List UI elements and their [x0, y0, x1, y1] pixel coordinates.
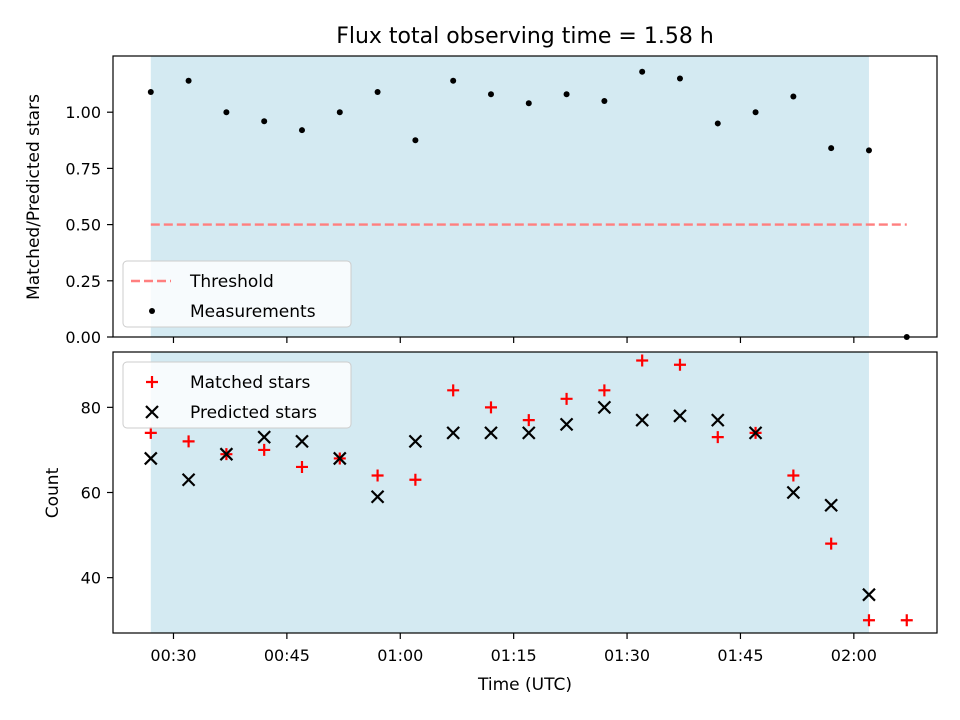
- measurement-point: [639, 68, 646, 75]
- plot-frame: [112, 351, 938, 634]
- legend-box: [122, 361, 352, 429]
- measurement-point: [714, 120, 721, 127]
- predicted-stars-point: [181, 472, 196, 487]
- y-tick-label: 80: [81, 398, 101, 417]
- plot-frame: [112, 55, 938, 338]
- measurement-point: [865, 147, 872, 154]
- x-tick-label: 00:45: [264, 646, 310, 665]
- measurement-point: [563, 91, 570, 98]
- measurement-point: [790, 93, 797, 100]
- predicted-stars-point: [748, 426, 763, 440]
- matched-stars-point: [522, 414, 535, 427]
- measurement-point: [223, 109, 230, 116]
- matched-stars-point: [371, 469, 384, 482]
- measurement-point: [147, 88, 154, 95]
- bottom-y-axis-label: Count: [43, 467, 63, 518]
- y-tick-label: 60: [81, 484, 101, 503]
- measurement-point: [298, 127, 305, 134]
- predicted-stars-point: [257, 430, 271, 444]
- y-tick-label: 40: [81, 569, 101, 588]
- measurement-point: [374, 88, 381, 95]
- predicted-stars-point: [333, 451, 347, 466]
- matched-stars-point: [258, 443, 271, 456]
- x-tick-label: 01:30: [604, 646, 650, 665]
- y-tick-label: 0.25: [65, 272, 101, 291]
- predicted-stars-point: [824, 498, 838, 513]
- matched-stars-point: [711, 431, 724, 444]
- predicted-stars-point: [673, 409, 687, 423]
- matched-stars-point: [560, 392, 573, 405]
- matched-stars-point: [484, 401, 497, 414]
- matched-stars-point: [862, 614, 875, 627]
- predicted-stars-point: [862, 587, 876, 602]
- measurement-point: [676, 75, 683, 82]
- legend-label: Predicted stars: [190, 403, 317, 423]
- measurement-point: [601, 97, 608, 104]
- matched-stars-point: [636, 354, 649, 367]
- legend-measurement-swatch: [149, 308, 155, 314]
- x-tick-label: 01:45: [717, 646, 763, 665]
- x-tick-label: 01:15: [491, 646, 537, 665]
- predicted-stars-point: [484, 426, 498, 440]
- predicted-stars-point: [446, 426, 460, 440]
- matched-stars-point: [144, 426, 157, 439]
- legend-label: Threshold: [189, 272, 274, 292]
- y-tick-label: 0.00: [65, 328, 101, 347]
- y-tick-label: 1.00: [65, 103, 101, 122]
- legend-label: Measurements: [190, 302, 316, 322]
- predicted-stars-point: [597, 400, 612, 415]
- predicted-stars-point: [522, 426, 536, 440]
- y-tick-label: 0.50: [65, 216, 101, 235]
- x-tick-label: 00:30: [150, 646, 196, 665]
- x-tick-label: 02:00: [831, 646, 877, 665]
- matched-stars-point: [447, 384, 460, 397]
- matched-stars-point: [673, 358, 686, 371]
- measurement-point: [412, 137, 419, 144]
- x-axis-label: Time (UTC): [477, 675, 572, 695]
- predicted-stars-point: [144, 451, 158, 466]
- predicted-stars-point: [635, 413, 649, 427]
- measurement-point: [752, 109, 759, 116]
- x-tick-label: 01:00: [377, 646, 423, 665]
- matched-stars-point: [787, 469, 800, 482]
- predicted-stars-point: [219, 447, 234, 461]
- legend-predicted-swatch: [145, 405, 159, 419]
- legend-box: [122, 260, 352, 328]
- measurement-point: [525, 100, 532, 107]
- y-tick-label: 0.75: [65, 159, 101, 178]
- chart-title: Flux total observing time = 1.58 h: [336, 24, 714, 49]
- legend-label: Matched stars: [190, 373, 310, 393]
- matched-stars-point: [295, 460, 308, 473]
- predicted-stars-point: [295, 434, 309, 449]
- measurement-point: [828, 145, 835, 152]
- matched-stars-point: [182, 435, 195, 448]
- top-y-axis-label: Matched/Predicted stars: [24, 94, 44, 300]
- matched-stars-point: [409, 473, 422, 486]
- predicted-stars-point: [786, 485, 801, 500]
- predicted-stars-point: [370, 489, 385, 504]
- measurement-point: [487, 91, 494, 98]
- predicted-stars-point: [408, 434, 423, 449]
- predicted-stars-point: [710, 413, 725, 427]
- measurement-point: [450, 77, 457, 84]
- measurement-point: [185, 77, 192, 84]
- predicted-stars-point: [559, 417, 574, 432]
- matched-stars-point: [900, 614, 913, 627]
- legend-matched-swatch: [146, 376, 158, 388]
- matched-stars-point: [825, 537, 838, 550]
- measurement-point: [261, 118, 268, 125]
- measurement-point: [336, 109, 343, 116]
- matched-stars-point: [598, 384, 611, 397]
